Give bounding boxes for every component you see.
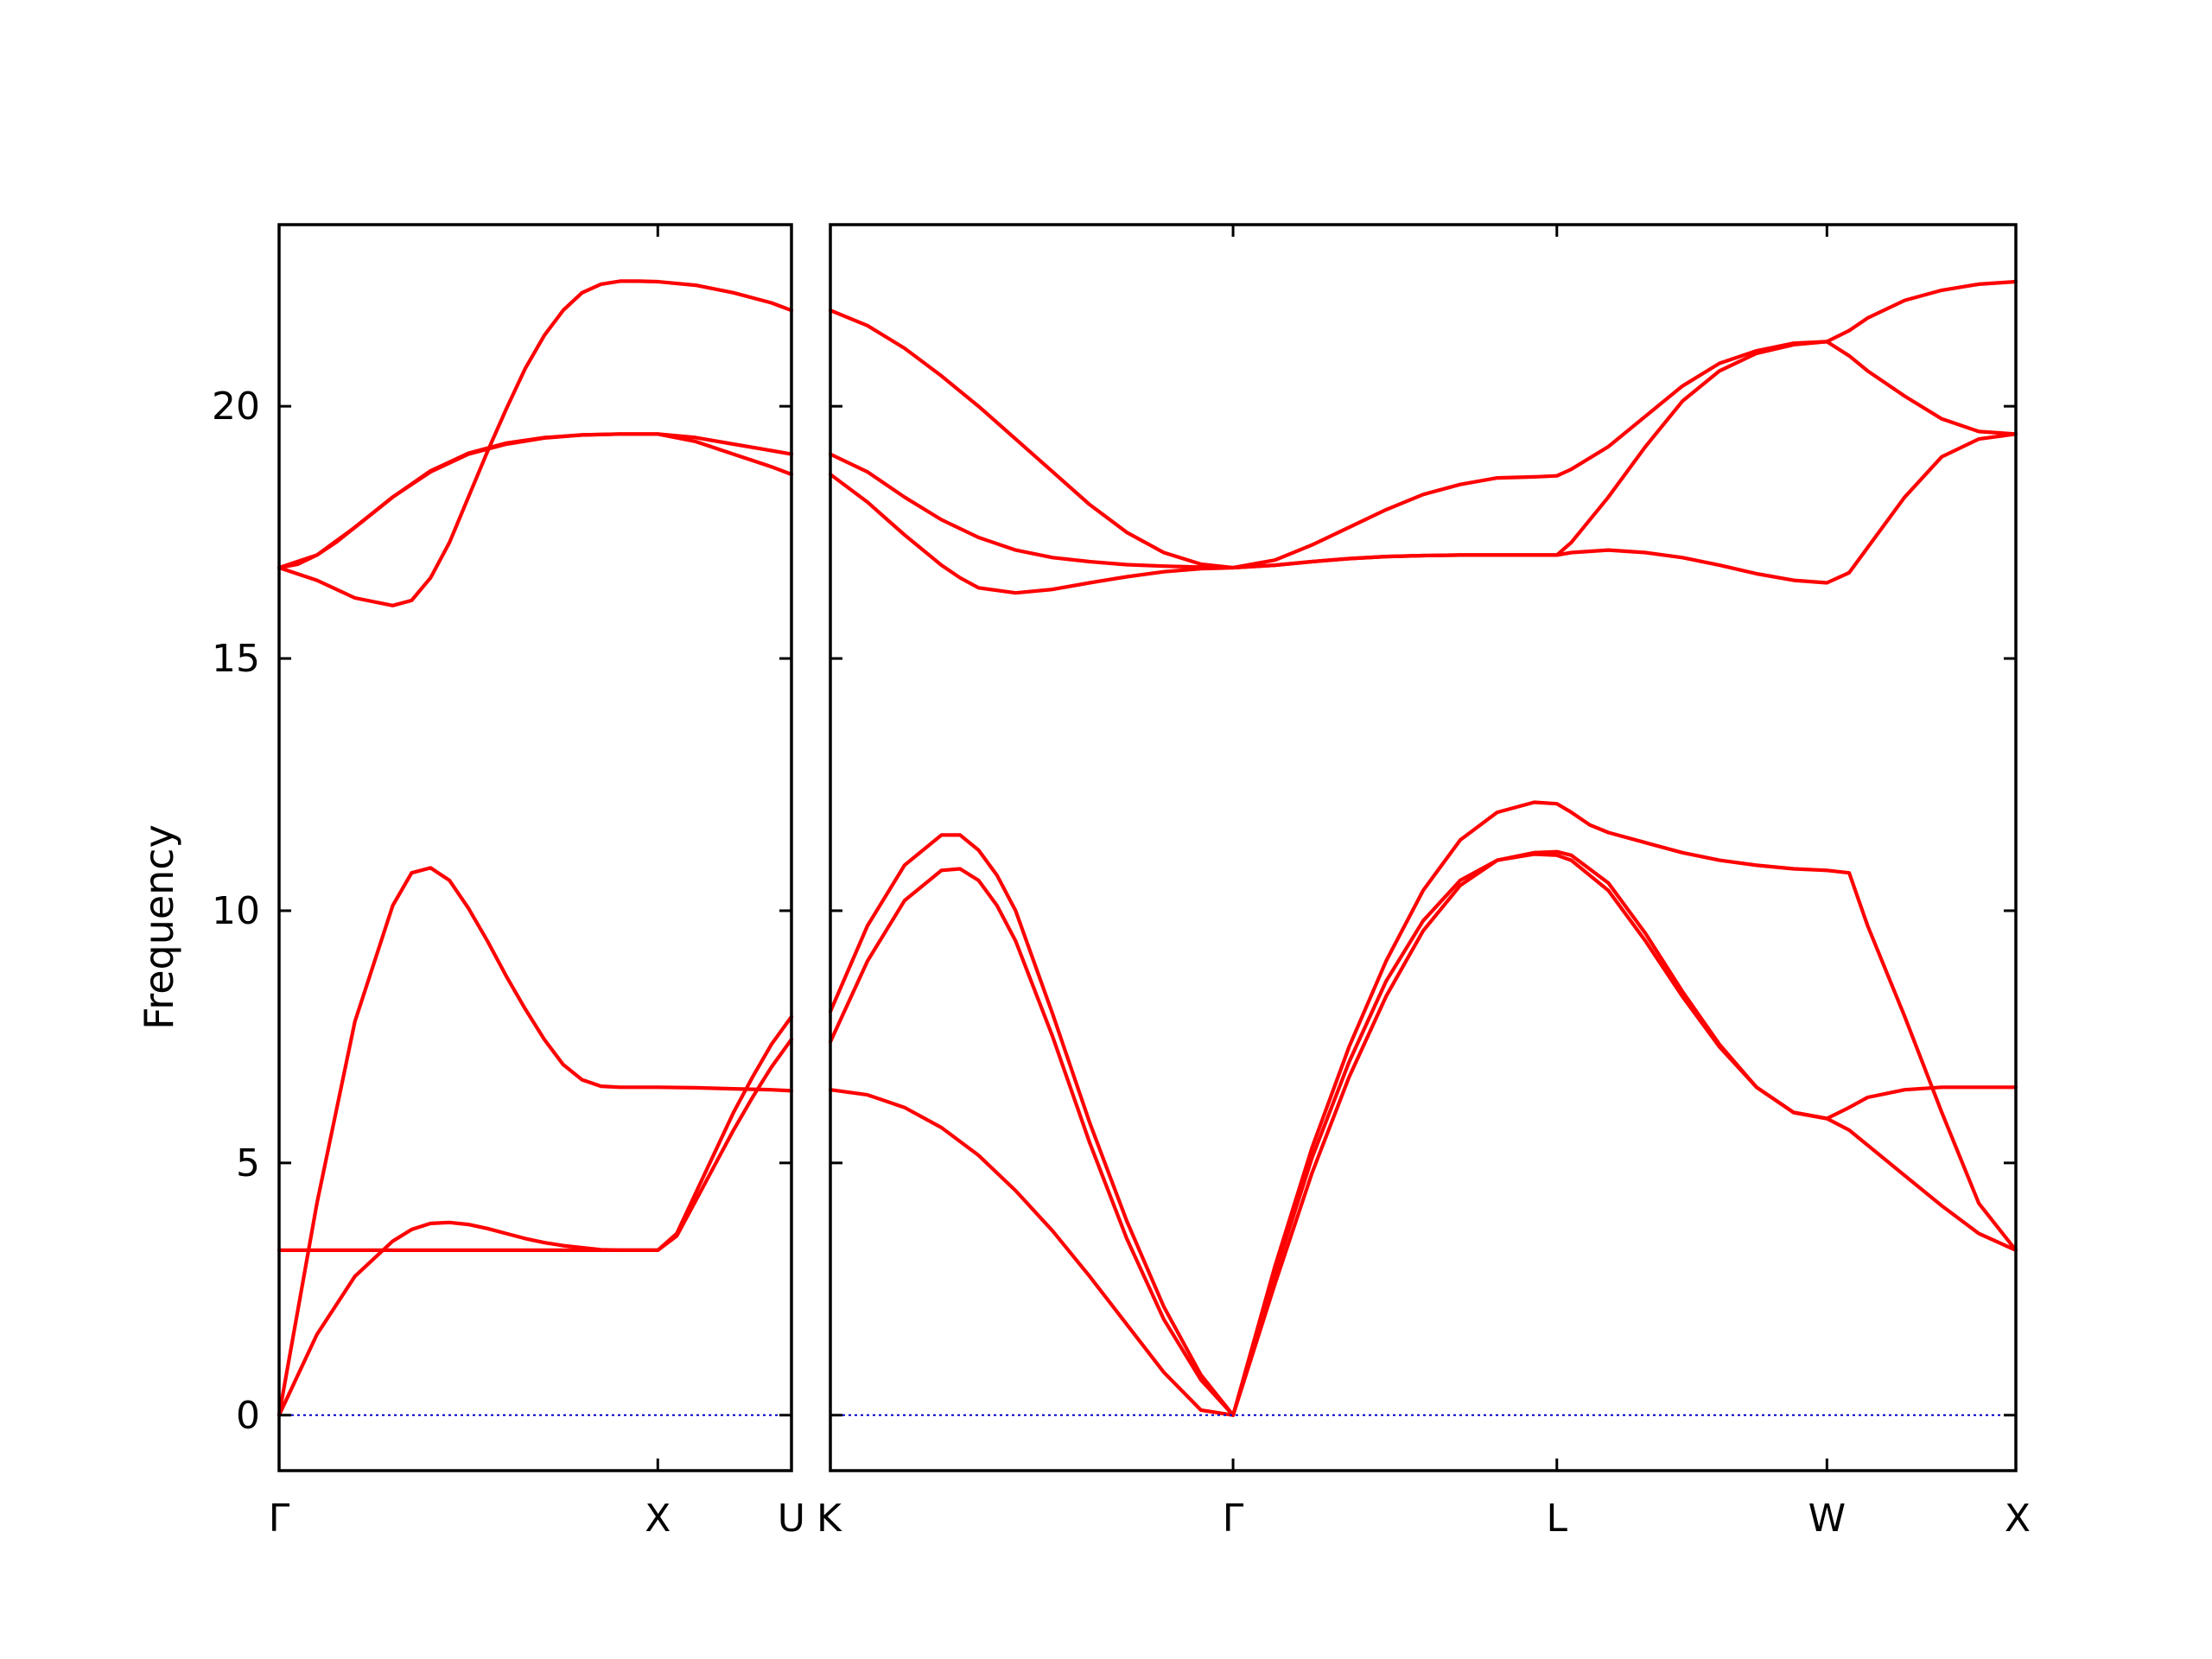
band-4 — [828, 432, 2018, 595]
band-3 — [828, 800, 2018, 1417]
y-axis-label: Frequency — [136, 824, 182, 1030]
x-tick-label: Γ — [1223, 1497, 1244, 1541]
band-1 — [828, 852, 2018, 1417]
y-tick-label: 20 — [212, 385, 260, 429]
x-tick-label: K — [817, 1497, 842, 1541]
band-2 — [276, 866, 794, 1417]
band-5 — [828, 340, 2018, 570]
band-1 — [276, 1014, 794, 1417]
y-tick-label: 0 — [236, 1394, 260, 1438]
x-tick-label: U — [778, 1497, 805, 1541]
band-4 — [276, 279, 794, 607]
x-tick-label: X — [645, 1497, 671, 1541]
left-panel: 0 5 10 15 20 Γ X U — [212, 223, 805, 1541]
plot-frame — [829, 223, 2018, 1472]
y-tick-label: 15 — [212, 637, 260, 681]
x-tick-label: Γ — [269, 1497, 290, 1541]
band-5 — [276, 432, 794, 570]
band-3 — [276, 1037, 794, 1253]
y-tick-label: 10 — [212, 889, 260, 933]
y-tick-label: 5 — [236, 1141, 260, 1185]
x-tick-label: L — [1547, 1497, 1568, 1541]
x-tick-label: W — [1808, 1497, 1847, 1541]
band-6 — [828, 279, 2018, 570]
plot-frame — [277, 223, 793, 1472]
panels: 0 5 10 15 20 Γ X U K Γ L W X — [212, 223, 2031, 1541]
band-6 — [276, 432, 794, 570]
band-2 — [828, 849, 2018, 1417]
x-tick-label: X — [2005, 1497, 2031, 1541]
